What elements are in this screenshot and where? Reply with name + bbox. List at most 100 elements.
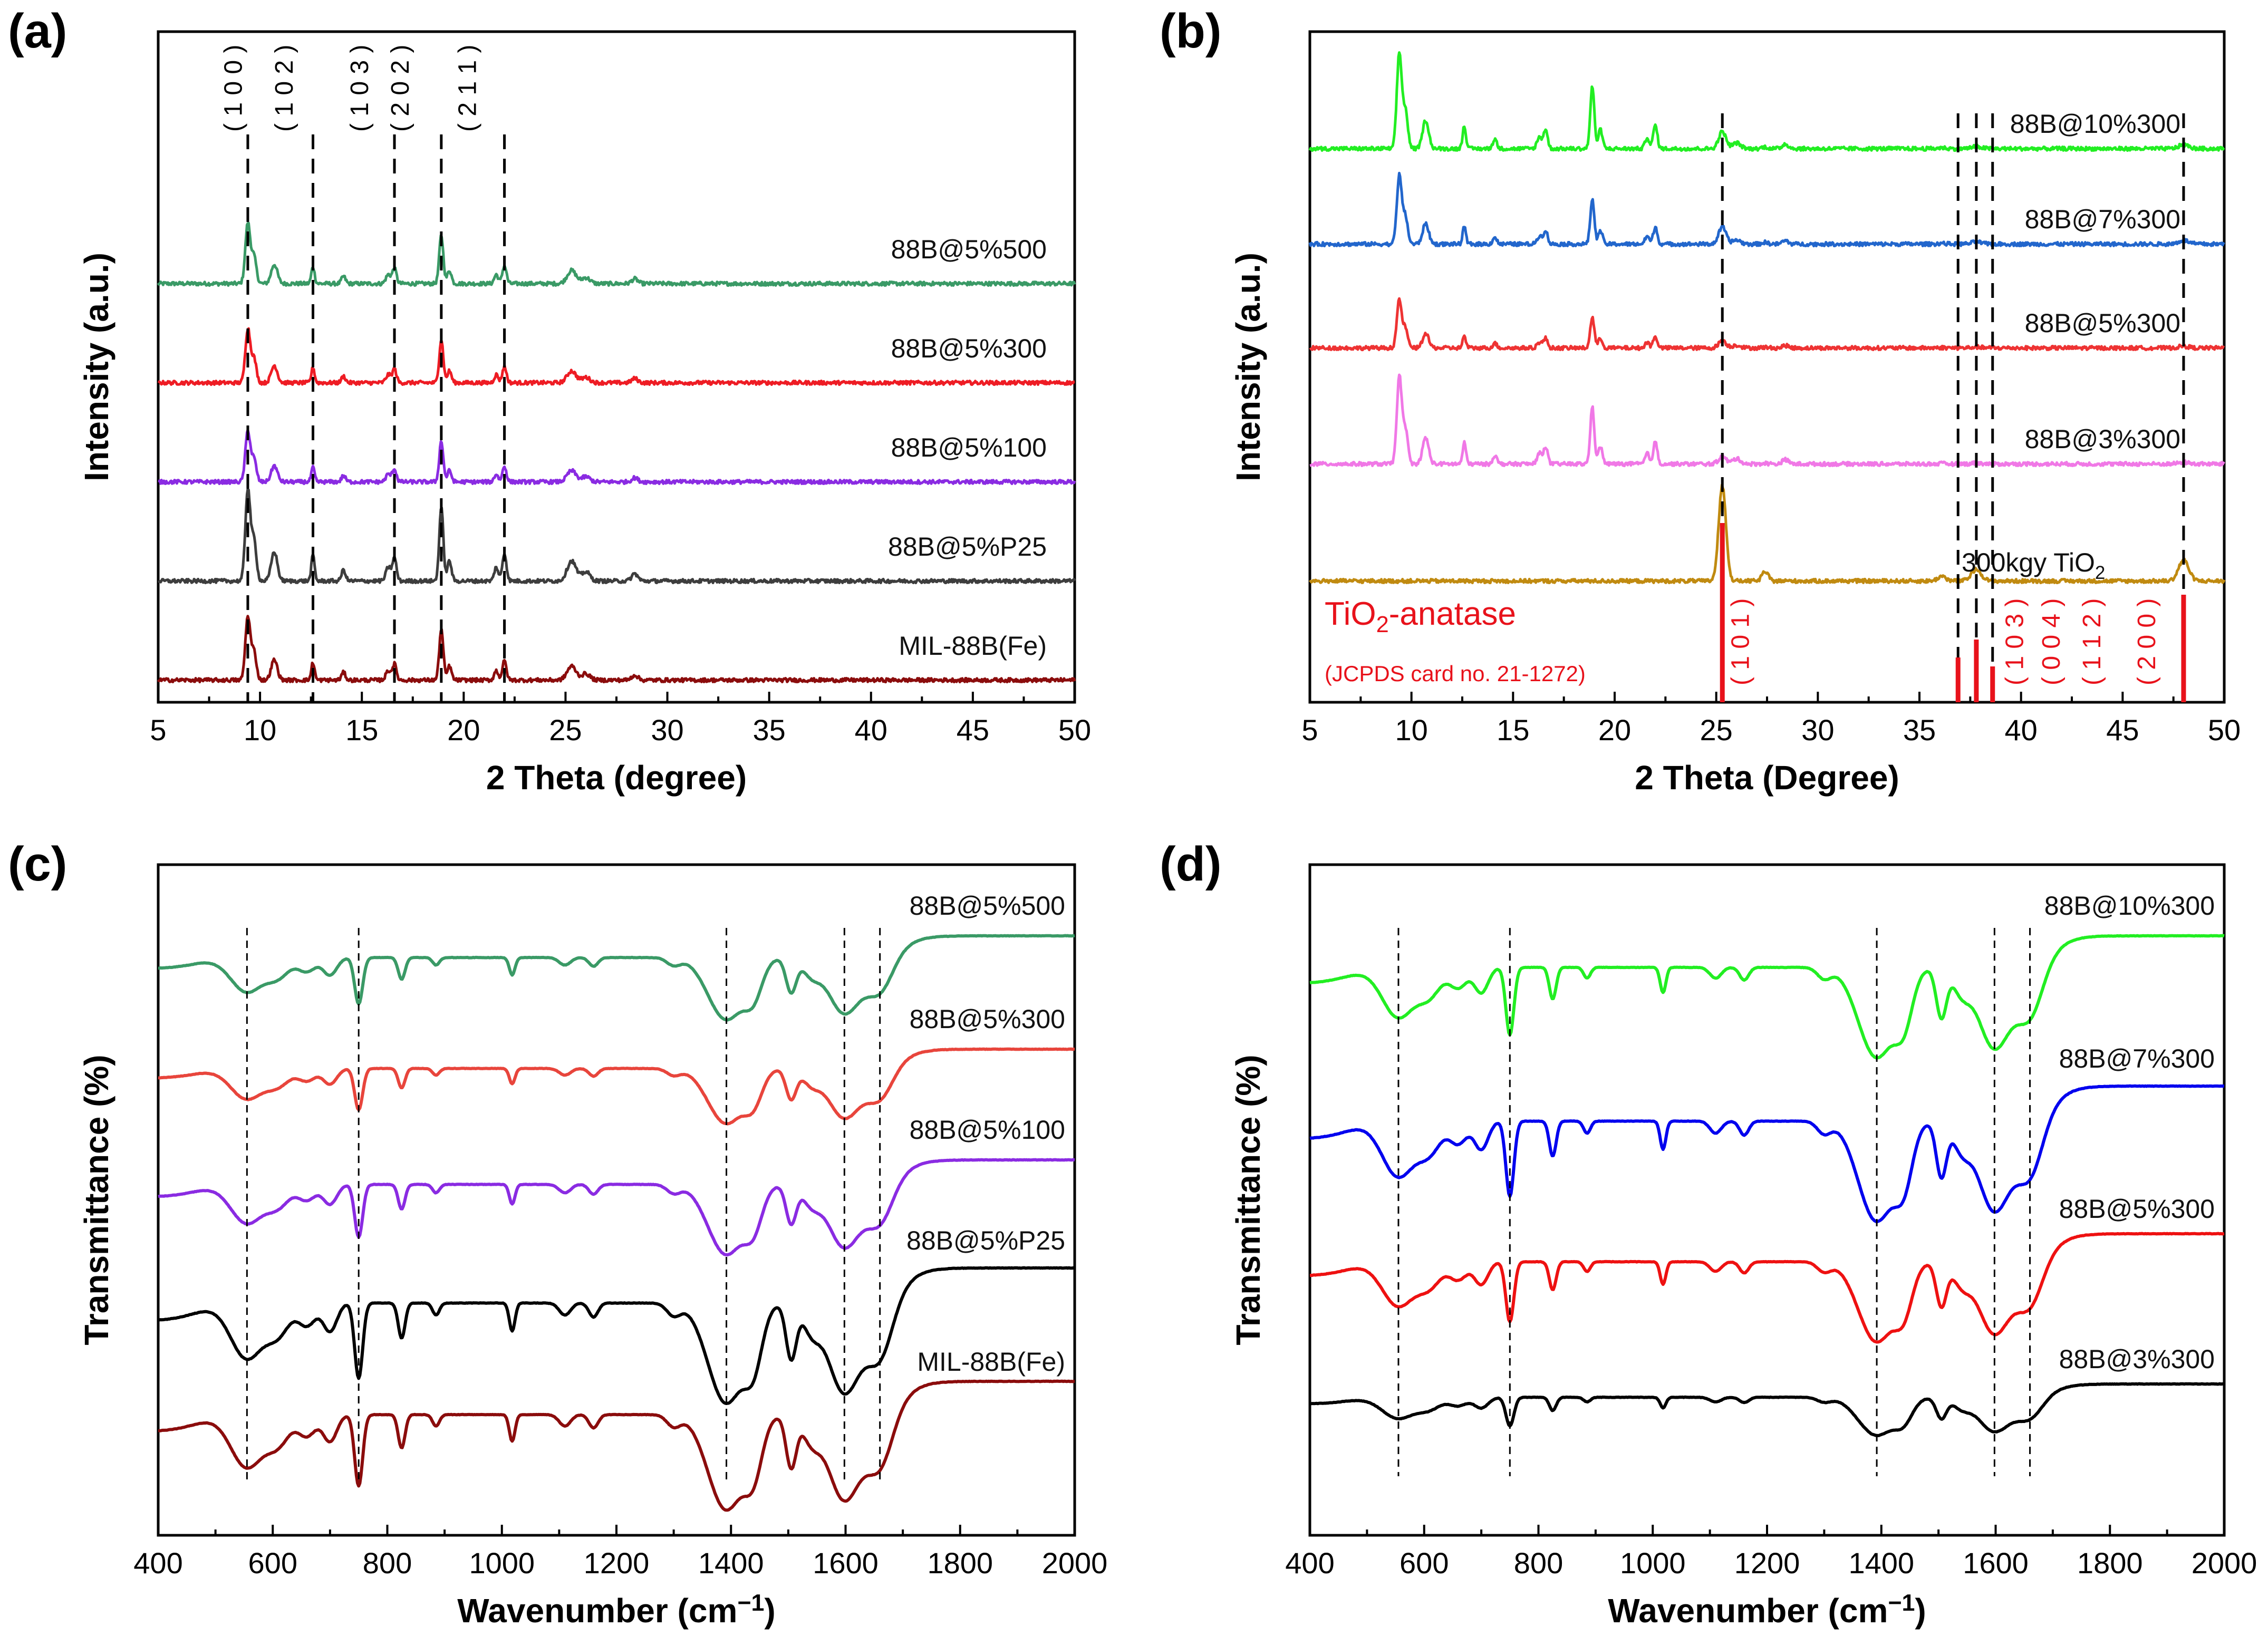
series-line (1309, 1382, 2225, 1437)
series-line (157, 615, 1076, 684)
series-line (158, 1266, 1075, 1405)
x-tick-label: 40 (2005, 713, 2038, 747)
x-tick-label: 2000 (1042, 1546, 1108, 1580)
series-line (157, 221, 1076, 287)
y-axis-title: Transmittance (%) (78, 1054, 115, 1345)
x-tick-label: 10 (244, 713, 276, 747)
x-tick-label: 15 (1497, 713, 1529, 747)
hkl-label: ( 1 1 2 ) (2078, 598, 2106, 685)
series-label: 88B@5%P25 (906, 1226, 1065, 1255)
x-axis-title: Wavenumber (cm−1) (457, 1590, 775, 1630)
x-tick-label: 5 (150, 713, 166, 747)
series-line (1309, 934, 2225, 1060)
x-tick-label: 1000 (469, 1546, 535, 1580)
x-tick-label: 25 (549, 713, 582, 747)
x-tick-label: 1600 (1963, 1546, 2029, 1580)
series-line (158, 934, 1075, 1022)
series-line (158, 1158, 1075, 1256)
x-tick-label: 20 (447, 713, 480, 747)
series-label: 88B@7%300 (2025, 205, 2180, 234)
x-tick-label: 30 (1801, 713, 1834, 747)
x-tick-label: 50 (2208, 713, 2241, 747)
x-tick-label: 400 (133, 1546, 182, 1580)
x-tick-label: 5 (1301, 713, 1318, 747)
hkl-label: ( 1 0 0 ) (219, 45, 247, 132)
panel-b: (b) 5 10 15 20 25 30 35 40 45 50 2 Theta (Degree) In… (1160, 4, 2241, 797)
panel-a: (a) 5 10 15 20 25 30 35 40 45 50 2 Theta (degree) In… (8, 4, 1091, 797)
x-axis-title: 2 Theta (degree) (486, 759, 747, 797)
panel-label: (b) (1160, 4, 1221, 58)
panel-label: (d) (1160, 837, 1221, 891)
series-label: 88B@5%300 (2059, 1194, 2215, 1224)
series-line (158, 1047, 1075, 1126)
hkl-label: ( 2 0 0 ) (2133, 598, 2161, 685)
series-label: MIL-88B(Fe) (917, 1347, 1065, 1377)
x-tick-label: 10 (1395, 713, 1428, 747)
x-axis-title: Wavenumber (cm−1) (1608, 1590, 1926, 1630)
series-line (158, 1379, 1075, 1512)
series-label: 88B@10%300 (2044, 891, 2215, 921)
x-tick-label: 1200 (1734, 1546, 1800, 1580)
x-tick-label: 35 (753, 713, 786, 747)
series-label: 88B@5%100 (891, 433, 1047, 462)
series-label: 88B@7%300 (2059, 1044, 2215, 1073)
panel-d: (d) 400 600 800 1000 1200 1400 1600 1800 2000 Wave… (1160, 837, 2257, 1630)
series-label: 300kgy TiO2 (1962, 548, 2105, 583)
series-label: 88B@5%500 (891, 235, 1047, 264)
series-line (1309, 297, 2225, 352)
series-label: 88B@5%300 (910, 1004, 1065, 1034)
series-label: 88B@3%300 (2059, 1344, 2215, 1374)
series-line (1309, 483, 2226, 585)
x-tick-label: 400 (1285, 1546, 1334, 1580)
series-line (1308, 51, 2225, 152)
reference-name: TiO2-anatase (1325, 596, 1516, 637)
x-tick-label: 800 (363, 1546, 412, 1580)
y-axis-title: Intensity (a.u.) (78, 253, 115, 481)
panel-label: (c) (8, 837, 67, 891)
x-tick-label: 1600 (813, 1546, 879, 1580)
hkl-label: ( 2 0 2 ) (387, 45, 414, 132)
series-line (157, 327, 1075, 386)
hkl-label: ( 1 0 2 ) (271, 45, 298, 132)
hkl-label: ( 1 0 3 ) (2001, 598, 2029, 685)
x-tick-label: 15 (345, 713, 378, 747)
x-tick-label: 1400 (698, 1546, 764, 1580)
x-tick-label: 25 (1700, 713, 1733, 747)
x-tick-label: 1400 (1848, 1546, 1914, 1580)
y-axis-title: Transmittance (%) (1229, 1054, 1267, 1345)
series-line (1309, 1084, 2225, 1224)
series-label: MIL-88B(Fe) (899, 631, 1047, 661)
x-tick-label: 600 (1400, 1546, 1449, 1580)
x-tick-label: 30 (651, 713, 683, 747)
panel-c: (c) 400 600 800 1000 1200 1400 1600 1800 2000 Wave… (8, 837, 1107, 1630)
hkl-label: ( 1 0 1 ) (1726, 598, 1754, 685)
series-label: 88B@5%100 (910, 1115, 1065, 1145)
series-line (1309, 1232, 2225, 1344)
series-label: 88B@5%300 (2025, 308, 2180, 338)
x-tick-label: 45 (957, 713, 989, 747)
x-tick-label: 600 (248, 1546, 297, 1580)
x-tick-label: 50 (1058, 713, 1091, 747)
panel-label: (a) (8, 4, 67, 58)
x-tick-label: 1800 (927, 1546, 993, 1580)
x-axis-title: 2 Theta (Degree) (1635, 759, 1899, 797)
x-tick-label: 800 (1514, 1546, 1563, 1580)
series-line (158, 488, 1076, 585)
series-label: 88B@5%500 (910, 891, 1065, 921)
x-tick-label: 2000 (2192, 1546, 2257, 1580)
series-line (158, 429, 1076, 486)
x-tick-label: 1200 (584, 1546, 650, 1580)
series-label: 88B@5%300 (891, 334, 1047, 363)
hkl-label: ( 0 0 4 ) (2038, 598, 2066, 685)
reference-card: (JCPDS card no. 21-1272) (1325, 661, 1586, 686)
x-tick-label: 1800 (2077, 1546, 2143, 1580)
series-label: 88B@10%300 (2010, 109, 2180, 139)
series-label: 88B@5%P25 (888, 532, 1047, 561)
x-tick-label: 1000 (1620, 1546, 1686, 1580)
x-tick-label: 40 (855, 713, 887, 747)
series-line (1309, 373, 2225, 468)
hkl-label: ( 2 1 1 ) (454, 45, 482, 132)
series-line (1308, 171, 2225, 248)
x-tick-label: 20 (1598, 713, 1631, 747)
